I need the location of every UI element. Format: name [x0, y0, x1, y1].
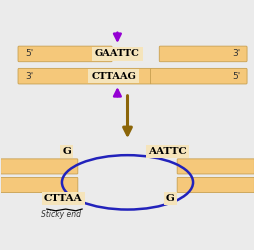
- Text: 5': 5': [25, 50, 33, 58]
- FancyBboxPatch shape: [1, 178, 77, 192]
- Text: G: G: [62, 147, 71, 156]
- FancyBboxPatch shape: [18, 46, 112, 62]
- Text: CTTAAG: CTTAAG: [91, 72, 136, 81]
- FancyBboxPatch shape: [150, 68, 246, 84]
- Text: GAATTC: GAATTC: [94, 50, 139, 58]
- Text: 3': 3': [25, 72, 33, 81]
- Text: CTTAA: CTTAA: [44, 194, 82, 203]
- FancyBboxPatch shape: [159, 46, 246, 62]
- Text: AATTC: AATTC: [148, 147, 186, 156]
- Text: G: G: [165, 194, 174, 203]
- Text: 3': 3': [231, 50, 239, 58]
- Text: 5': 5': [231, 72, 239, 81]
- FancyBboxPatch shape: [177, 178, 253, 192]
- FancyBboxPatch shape: [177, 159, 253, 174]
- FancyBboxPatch shape: [18, 68, 151, 84]
- Text: Sticky end: Sticky end: [40, 210, 80, 219]
- FancyBboxPatch shape: [1, 159, 77, 174]
